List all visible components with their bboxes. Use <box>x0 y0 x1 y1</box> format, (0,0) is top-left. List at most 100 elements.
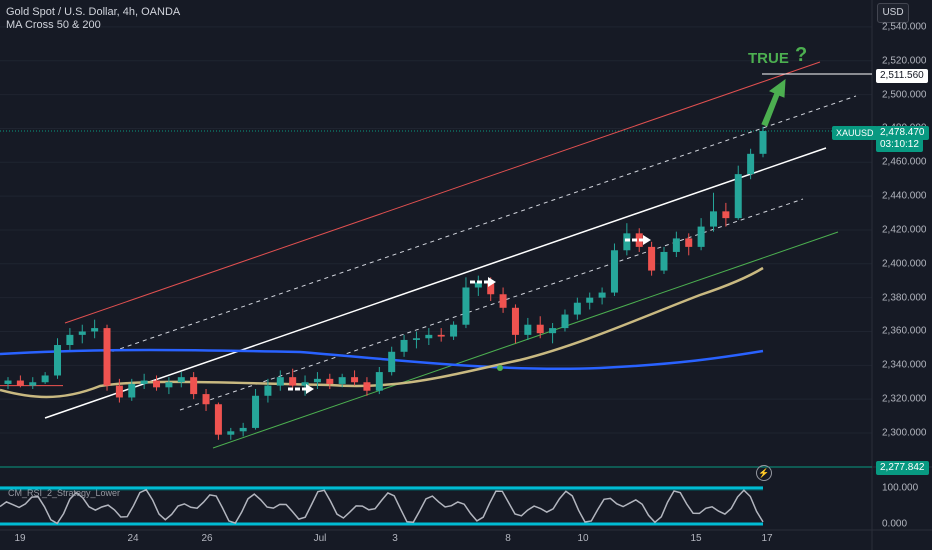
candle-body <box>747 153 755 175</box>
currency-button[interactable]: USD <box>877 3 909 23</box>
candle-body <box>264 385 272 396</box>
candle-body <box>610 250 618 293</box>
symbol-tag: XAUUSD <box>832 126 878 140</box>
candle-body <box>214 404 222 435</box>
candle-body <box>177 377 185 383</box>
candle-body <box>351 377 359 383</box>
candle-body <box>412 338 420 340</box>
projection-arrow <box>761 78 786 127</box>
price-axis-label: 2,300.000 <box>882 427 927 439</box>
price-axis-label: 2,360.000 <box>882 325 927 337</box>
price-axis-label: 2,540.000 <box>882 21 927 33</box>
candle-body <box>54 345 62 376</box>
candle-body <box>375 372 383 391</box>
date-axis-label: 15 <box>690 533 702 544</box>
candle-body <box>301 382 309 386</box>
candle-body <box>561 314 569 329</box>
candle-body <box>425 334 433 339</box>
candle-body <box>252 395 260 428</box>
candle-body <box>734 174 742 219</box>
candle-body <box>648 246 656 271</box>
candle-body <box>289 377 297 386</box>
candle-body <box>549 328 557 334</box>
rsi-line <box>0 488 764 525</box>
candle-body <box>388 351 396 373</box>
candle-body <box>672 238 680 252</box>
indicator-label[interactable]: MA Cross 50 & 200 <box>6 19 101 31</box>
countdown-tag: 03:10:12 <box>876 138 923 152</box>
arrow-head <box>488 277 496 287</box>
arrow-head <box>306 384 314 394</box>
target-price-tag: 2,511.560 <box>876 69 928 83</box>
candle-body <box>190 377 198 395</box>
trend-channel <box>0 61 872 468</box>
candle-body <box>462 287 470 325</box>
oscillator-label[interactable]: CM_RSI_2_Strategy_Lower <box>8 488 121 498</box>
price-axis-label: 2,460.000 <box>882 156 927 168</box>
candle-body <box>573 302 581 315</box>
candle-body <box>276 377 284 386</box>
date-axis-label: 10 <box>577 533 589 544</box>
low-price-tag: 2,277.842 <box>876 461 929 475</box>
candle-body <box>660 251 668 271</box>
candle-body <box>759 131 767 154</box>
candle-body <box>66 334 74 346</box>
candle-body <box>685 238 693 247</box>
price-axis-label: 2,380.000 <box>882 292 927 304</box>
candle-body <box>623 233 631 251</box>
rsi-oscillator <box>0 486 764 526</box>
candle-body <box>499 294 507 308</box>
candle-body <box>227 431 235 435</box>
date-axis-label: Jul <box>313 533 327 544</box>
cross-dot <box>497 365 503 371</box>
candle-body <box>115 385 123 398</box>
candle-body <box>326 378 334 384</box>
price-axis-label: 2,440.000 <box>882 190 927 202</box>
lightning-icon[interactable]: ⚡ <box>756 465 772 481</box>
arrow-head <box>643 235 651 245</box>
date-axis-label: 24 <box>127 533 139 544</box>
candle-body <box>140 380 148 384</box>
candle-body <box>511 307 519 335</box>
candle-body <box>78 331 86 335</box>
moving-averages <box>0 266 764 399</box>
candle-body <box>363 382 371 391</box>
last-price-tag: 2,478.470 <box>876 126 929 140</box>
candle-body <box>4 380 12 384</box>
chart-title: Gold Spot / U.S. Dollar, 4h, OANDA <box>6 6 181 18</box>
candle-body <box>153 380 161 388</box>
candle-body <box>338 377 346 384</box>
candle-body <box>598 292 606 298</box>
date-axis-label: 3 <box>392 533 398 544</box>
candle-body <box>16 380 24 386</box>
candle-body <box>202 394 210 405</box>
date-axis-label: 17 <box>761 533 773 544</box>
price-axis-label: 2,520.000 <box>882 55 927 67</box>
candle-body <box>313 378 321 383</box>
candle-body <box>536 324 544 334</box>
candle-body <box>450 324 458 337</box>
candle-body <box>722 211 730 219</box>
candle-body <box>400 339 408 352</box>
candle-body <box>437 334 445 337</box>
price-axis-label: 2,320.000 <box>882 393 927 405</box>
candle-body <box>474 282 482 288</box>
candle-body <box>165 382 173 388</box>
candle-body <box>41 375 49 383</box>
candle-body <box>128 383 136 398</box>
osc-level-0: 0.000 <box>882 518 908 530</box>
candlesticks <box>4 126 767 440</box>
true-annotation: TRUE <box>748 50 789 67</box>
price-axis-label: 2,500.000 <box>882 89 927 101</box>
price-axis-label: 2,400.000 <box>882 258 927 270</box>
question-mark: ? <box>795 44 808 66</box>
date-axis-label: 19 <box>14 533 26 544</box>
osc-level-100: 100.000 <box>882 482 919 494</box>
candle-body <box>487 282 495 295</box>
date-axis-label: 8 <box>505 533 511 544</box>
candle-body <box>239 427 247 432</box>
date-axis-label: 26 <box>201 533 213 544</box>
candle-body <box>91 328 99 332</box>
